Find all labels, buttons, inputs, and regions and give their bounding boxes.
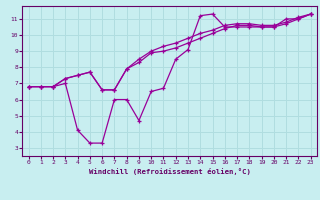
X-axis label: Windchill (Refroidissement éolien,°C): Windchill (Refroidissement éolien,°C) (89, 168, 251, 175)
